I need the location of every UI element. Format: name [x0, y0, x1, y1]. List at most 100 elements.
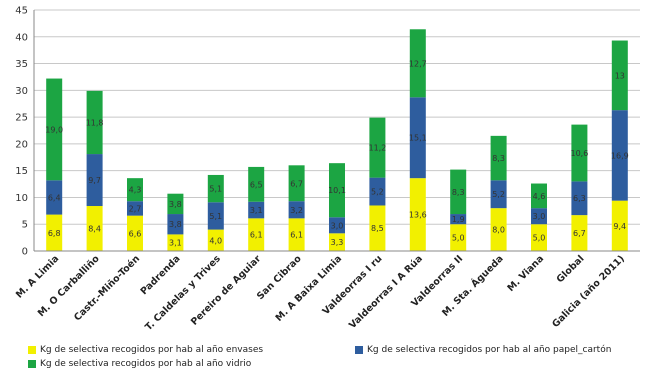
bar-envases	[369, 205, 386, 251]
data-label-papel-carton: 5,1	[209, 212, 222, 221]
legend-swatch-papel-carton	[355, 346, 363, 354]
data-label-envases: 5,0	[452, 234, 465, 243]
data-label-envases: 3,1	[169, 239, 182, 248]
bar-vidrio	[329, 163, 345, 218]
bar-vidrio	[531, 183, 547, 209]
data-label-envases: 8,0	[492, 226, 505, 235]
bar-vidrio	[571, 124, 588, 182]
bar-vidrio	[450, 169, 467, 215]
data-label-papel-carton: 3,2	[290, 206, 303, 215]
bar-envases	[86, 206, 103, 251]
data-label-vidrio: 3,8	[169, 200, 182, 209]
data-label-envases: 8,4	[88, 225, 101, 234]
legend-item-vidrio: Kg de selectiva recogidos por hab al año…	[28, 359, 251, 369]
bar-papel-carton	[207, 202, 224, 230]
data-label-envases: 3,3	[331, 238, 344, 247]
data-label-vidrio: 4,3	[129, 186, 142, 195]
bar-papel-carton	[248, 201, 265, 219]
bar-papel-carton	[611, 110, 628, 201]
x-tick-label: Global	[555, 253, 587, 285]
bar-envases	[329, 233, 345, 251]
data-label-papel-carton: 9,7	[88, 176, 101, 185]
data-label-envases: 6,8	[48, 229, 61, 238]
bar-envases	[127, 215, 143, 251]
data-label-papel-carton: 5,2	[492, 190, 505, 199]
data-label-papel-carton: 3,0	[331, 221, 344, 230]
data-label-papel-carton: 3,8	[169, 220, 182, 229]
y-axis: 0 5 10 15 20 25 30 35 40 45	[15, 6, 35, 258]
data-label-papel-carton: 1,9	[452, 215, 465, 224]
bar-vidrio	[248, 166, 265, 202]
data-label-envases: 5,0	[533, 234, 546, 243]
data-label-envases: 9,4	[613, 222, 626, 231]
bar-vidrio	[611, 40, 628, 111]
data-label-vidrio: 13	[615, 71, 625, 80]
data-label-papel-carton: 3,0	[533, 212, 546, 221]
bar-envases	[490, 208, 507, 251]
legend-item-papel-carton: Kg de selectiva recogidos por hab al año…	[355, 345, 611, 355]
data-label-papel-carton: 6,4	[48, 193, 61, 202]
y-tick-label: 25	[15, 113, 28, 124]
legend-label-vidrio: Kg de selectiva recogidos por hab al año…	[40, 359, 252, 369]
data-label-vidrio: 19,0	[45, 125, 63, 134]
data-label-vidrio: 5,1	[209, 185, 222, 194]
data-label-vidrio: 10,6	[570, 149, 588, 158]
y-tick-label: 10	[15, 193, 28, 204]
data-label-vidrio: 4,6	[533, 192, 546, 201]
y-tick-label: 15	[15, 166, 28, 177]
data-label-papel-carton: 2,7	[129, 204, 142, 213]
legend-label-papel-carton: Kg de selectiva recogidos por hab al año…	[367, 345, 612, 355]
bar-envases	[288, 218, 305, 251]
bar-papel-carton	[571, 181, 588, 216]
bar-envases	[611, 200, 628, 251]
bars: 6,8 6,4 19,0 8,4 9,7 11,8 6,6 2,7 4,3 3,1 3,8 3,8 4,…	[45, 29, 629, 251]
data-label-envases: 6,6	[129, 229, 142, 238]
bar-vidrio	[46, 78, 63, 181]
bar-vidrio	[167, 193, 184, 215]
bar-envases	[207, 229, 224, 251]
bar-vidrio	[409, 29, 426, 98]
y-tick-label: 45	[15, 6, 28, 17]
data-label-papel-carton: 6,3	[573, 194, 586, 203]
x-tick-label: Pereiro de Aguiar	[189, 253, 264, 328]
legend-swatch-vidrio	[28, 360, 36, 368]
bar-papel-carton	[288, 201, 305, 219]
bar-papel-carton	[531, 208, 547, 225]
bar-papel-carton	[167, 214, 184, 235]
data-label-papel-carton: 16,9	[611, 151, 629, 160]
bar-vidrio	[86, 90, 103, 155]
bar-vidrio	[369, 117, 386, 178]
legend-item-envases: Kg de selectiva recogidos por hab al año…	[28, 345, 263, 355]
data-label-envases: 13,6	[409, 211, 427, 220]
data-label-vidrio: 12,7	[409, 59, 427, 68]
bar-papel-carton	[127, 201, 143, 216]
bar-papel-carton	[369, 177, 386, 206]
bar-papel-carton	[450, 214, 467, 225]
data-label-papel-carton: 15,1	[409, 134, 427, 143]
data-label-envases: 6,1	[290, 231, 303, 240]
bar-papel-carton	[46, 180, 63, 215]
bar-envases	[46, 214, 63, 251]
data-label-envases: 8,5	[371, 224, 384, 233]
y-tick-label: 30	[15, 86, 28, 97]
bar-envases	[450, 224, 467, 251]
bar-vidrio	[490, 135, 507, 181]
data-label-envases: 6,7	[573, 229, 586, 238]
data-label-vidrio: 11,8	[86, 118, 104, 127]
data-label-vidrio: 6,7	[290, 179, 303, 188]
bar-papel-carton	[86, 154, 103, 207]
bar-vidrio	[207, 174, 224, 203]
legend-label-envases: Kg de selectiva recogidos por hab al año…	[40, 345, 264, 355]
bar-papel-carton	[490, 180, 507, 209]
data-label-vidrio: 11,2	[368, 144, 386, 153]
data-label-envases: 6,1	[250, 231, 263, 240]
y-tick-label: 35	[15, 59, 28, 70]
data-label-envases: 4,0	[209, 236, 222, 245]
x-tick-label: T. Caldelas y Trives	[143, 253, 223, 333]
bar-envases	[409, 178, 426, 251]
bar-papel-carton	[409, 97, 426, 179]
x-tick-label: Valdeorras I A Rúa	[347, 253, 425, 331]
x-tick-label: Padrenda	[139, 253, 183, 297]
data-label-vidrio: 10,1	[328, 186, 346, 195]
